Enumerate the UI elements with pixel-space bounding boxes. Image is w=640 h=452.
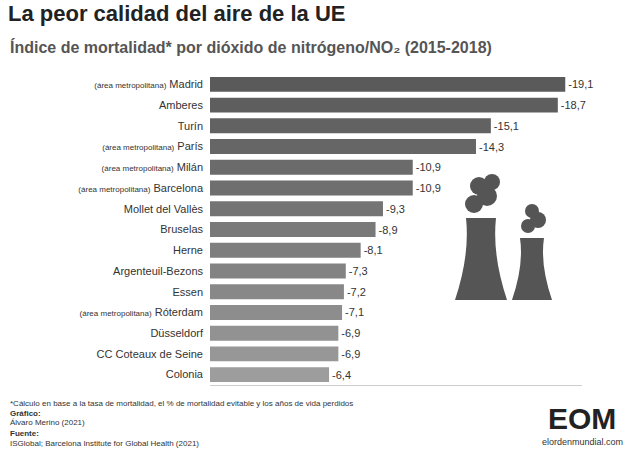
svg-text:-10,9: -10,9 [416,161,441,173]
svg-text:La peor calidad del aire de la: La peor calidad del aire de la UE [8,1,345,26]
svg-text:-15,1: -15,1 [494,120,519,132]
svg-text:Amberes: Amberes [159,99,204,111]
svg-text:-10,9: -10,9 [416,182,441,194]
svg-text:Argenteuil-Bezons: Argenteuil-Bezons [113,265,203,277]
svg-text:Álvaro Merino (2021): Álvaro Merino (2021) [10,418,85,427]
svg-text:-9,3: -9,3 [386,203,405,215]
svg-text:-7,2: -7,2 [347,286,366,298]
svg-text:-6,9: -6,9 [341,327,360,339]
svg-text:CC Coteaux de Seine: CC Coteaux de Seine [97,348,203,360]
svg-text:-18,7: -18,7 [561,99,586,111]
svg-text:(área metropolitana) París: (área metropolitana) París [102,140,203,152]
svg-text:Gráfico:: Gráfico: [10,409,41,418]
svg-text:Índice de mortalidad* por dióx: Índice de mortalidad* por dióxido de nit… [10,38,492,56]
svg-text:-7,3: -7,3 [349,265,368,277]
svg-text:(área metropolitana) Milán: (área metropolitana) Milán [102,161,203,173]
svg-text:-8,1: -8,1 [364,244,383,256]
svg-text:Düsseldorf: Düsseldorf [150,327,204,339]
svg-text:-7,1: -7,1 [345,306,364,318]
svg-text:Fuente:: Fuente: [10,429,39,438]
svg-text:elordenmundial.com: elordenmundial.com [542,437,623,447]
svg-text:(área metropolitana) Barcelona: (área metropolitana) Barcelona [78,182,204,194]
svg-text:Essen: Essen [172,286,203,298]
svg-text:Turín: Turín [178,120,203,132]
svg-text:ISGlobal; Barcelona Institute: ISGlobal; Barcelona Institute for Global… [10,439,199,448]
svg-text:(área metropolitana) Madrid: (área metropolitana) Madrid [94,78,203,90]
svg-text:-6,9: -6,9 [341,348,360,360]
svg-text:-14,3: -14,3 [479,141,504,153]
svg-text:-8,9: -8,9 [379,224,398,236]
svg-text:Bruselas: Bruselas [160,223,203,235]
svg-text:-6,4: -6,4 [332,369,351,381]
svg-text:Colonia: Colonia [166,368,204,380]
svg-text:-19,1: -19,1 [568,78,593,90]
svg-text:EOM: EOM [548,402,616,435]
svg-text:*Cálculo en base a la tasa de: *Cálculo en base a la tasa de mortalidad… [10,399,353,408]
svg-text:Herne: Herne [173,244,203,256]
svg-text:Mollet del Vallès: Mollet del Vallès [124,203,204,215]
svg-text:(área metropolitana) Róterdam: (área metropolitana) Róterdam [80,306,203,318]
